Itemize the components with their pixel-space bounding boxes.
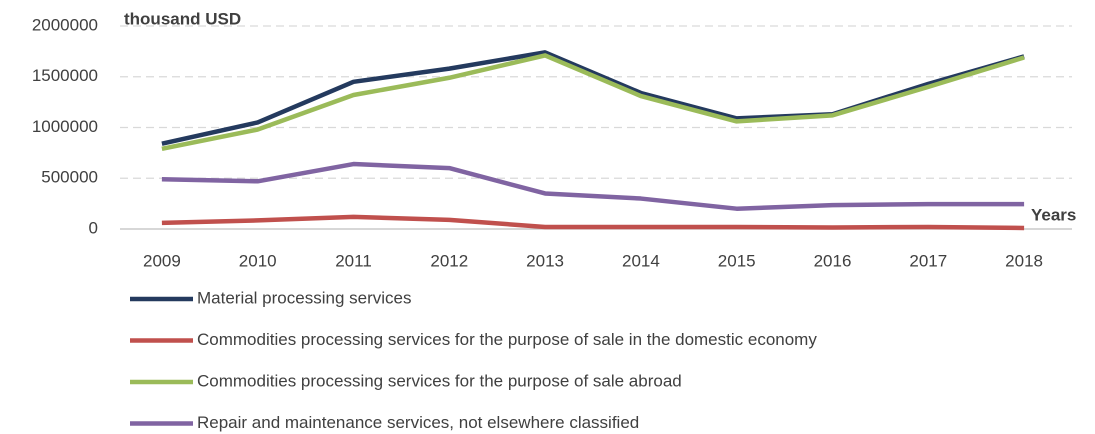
series-line bbox=[161, 53, 1025, 152]
x-tick-label: 2016 bbox=[814, 251, 852, 270]
x-tick-label: 2017 bbox=[909, 251, 947, 270]
y-tick-label: 500000 bbox=[41, 168, 98, 187]
x-tick-label: 2013 bbox=[526, 251, 564, 270]
x-axis-label: Years bbox=[1031, 205, 1076, 224]
y-tick-label: 2000000 bbox=[32, 15, 98, 34]
x-tick-label: 2015 bbox=[718, 251, 756, 270]
y-tick-label: 0 bbox=[89, 218, 98, 237]
y-tick-label: 1000000 bbox=[32, 117, 98, 136]
x-tick-label: 2010 bbox=[239, 251, 277, 270]
legend-label: Repair and maintenance services, not els… bbox=[197, 413, 639, 432]
legend-label: Commodities processing services for the … bbox=[197, 371, 682, 390]
x-tick-label: 2009 bbox=[143, 251, 181, 270]
legend-label: Material processing services bbox=[197, 288, 411, 307]
y-tick-label: 1500000 bbox=[32, 66, 98, 85]
x-tick-label: 2018 bbox=[1005, 251, 1043, 270]
legend-label: Commodities processing services for the … bbox=[197, 330, 817, 349]
x-tick-label: 2014 bbox=[622, 251, 660, 270]
x-tick-label: 2011 bbox=[335, 251, 372, 270]
series-line bbox=[161, 161, 1025, 211]
x-tick-label: 2012 bbox=[430, 251, 468, 270]
y-axis-label: thousand USD bbox=[124, 9, 241, 28]
series-line bbox=[161, 214, 1025, 231]
